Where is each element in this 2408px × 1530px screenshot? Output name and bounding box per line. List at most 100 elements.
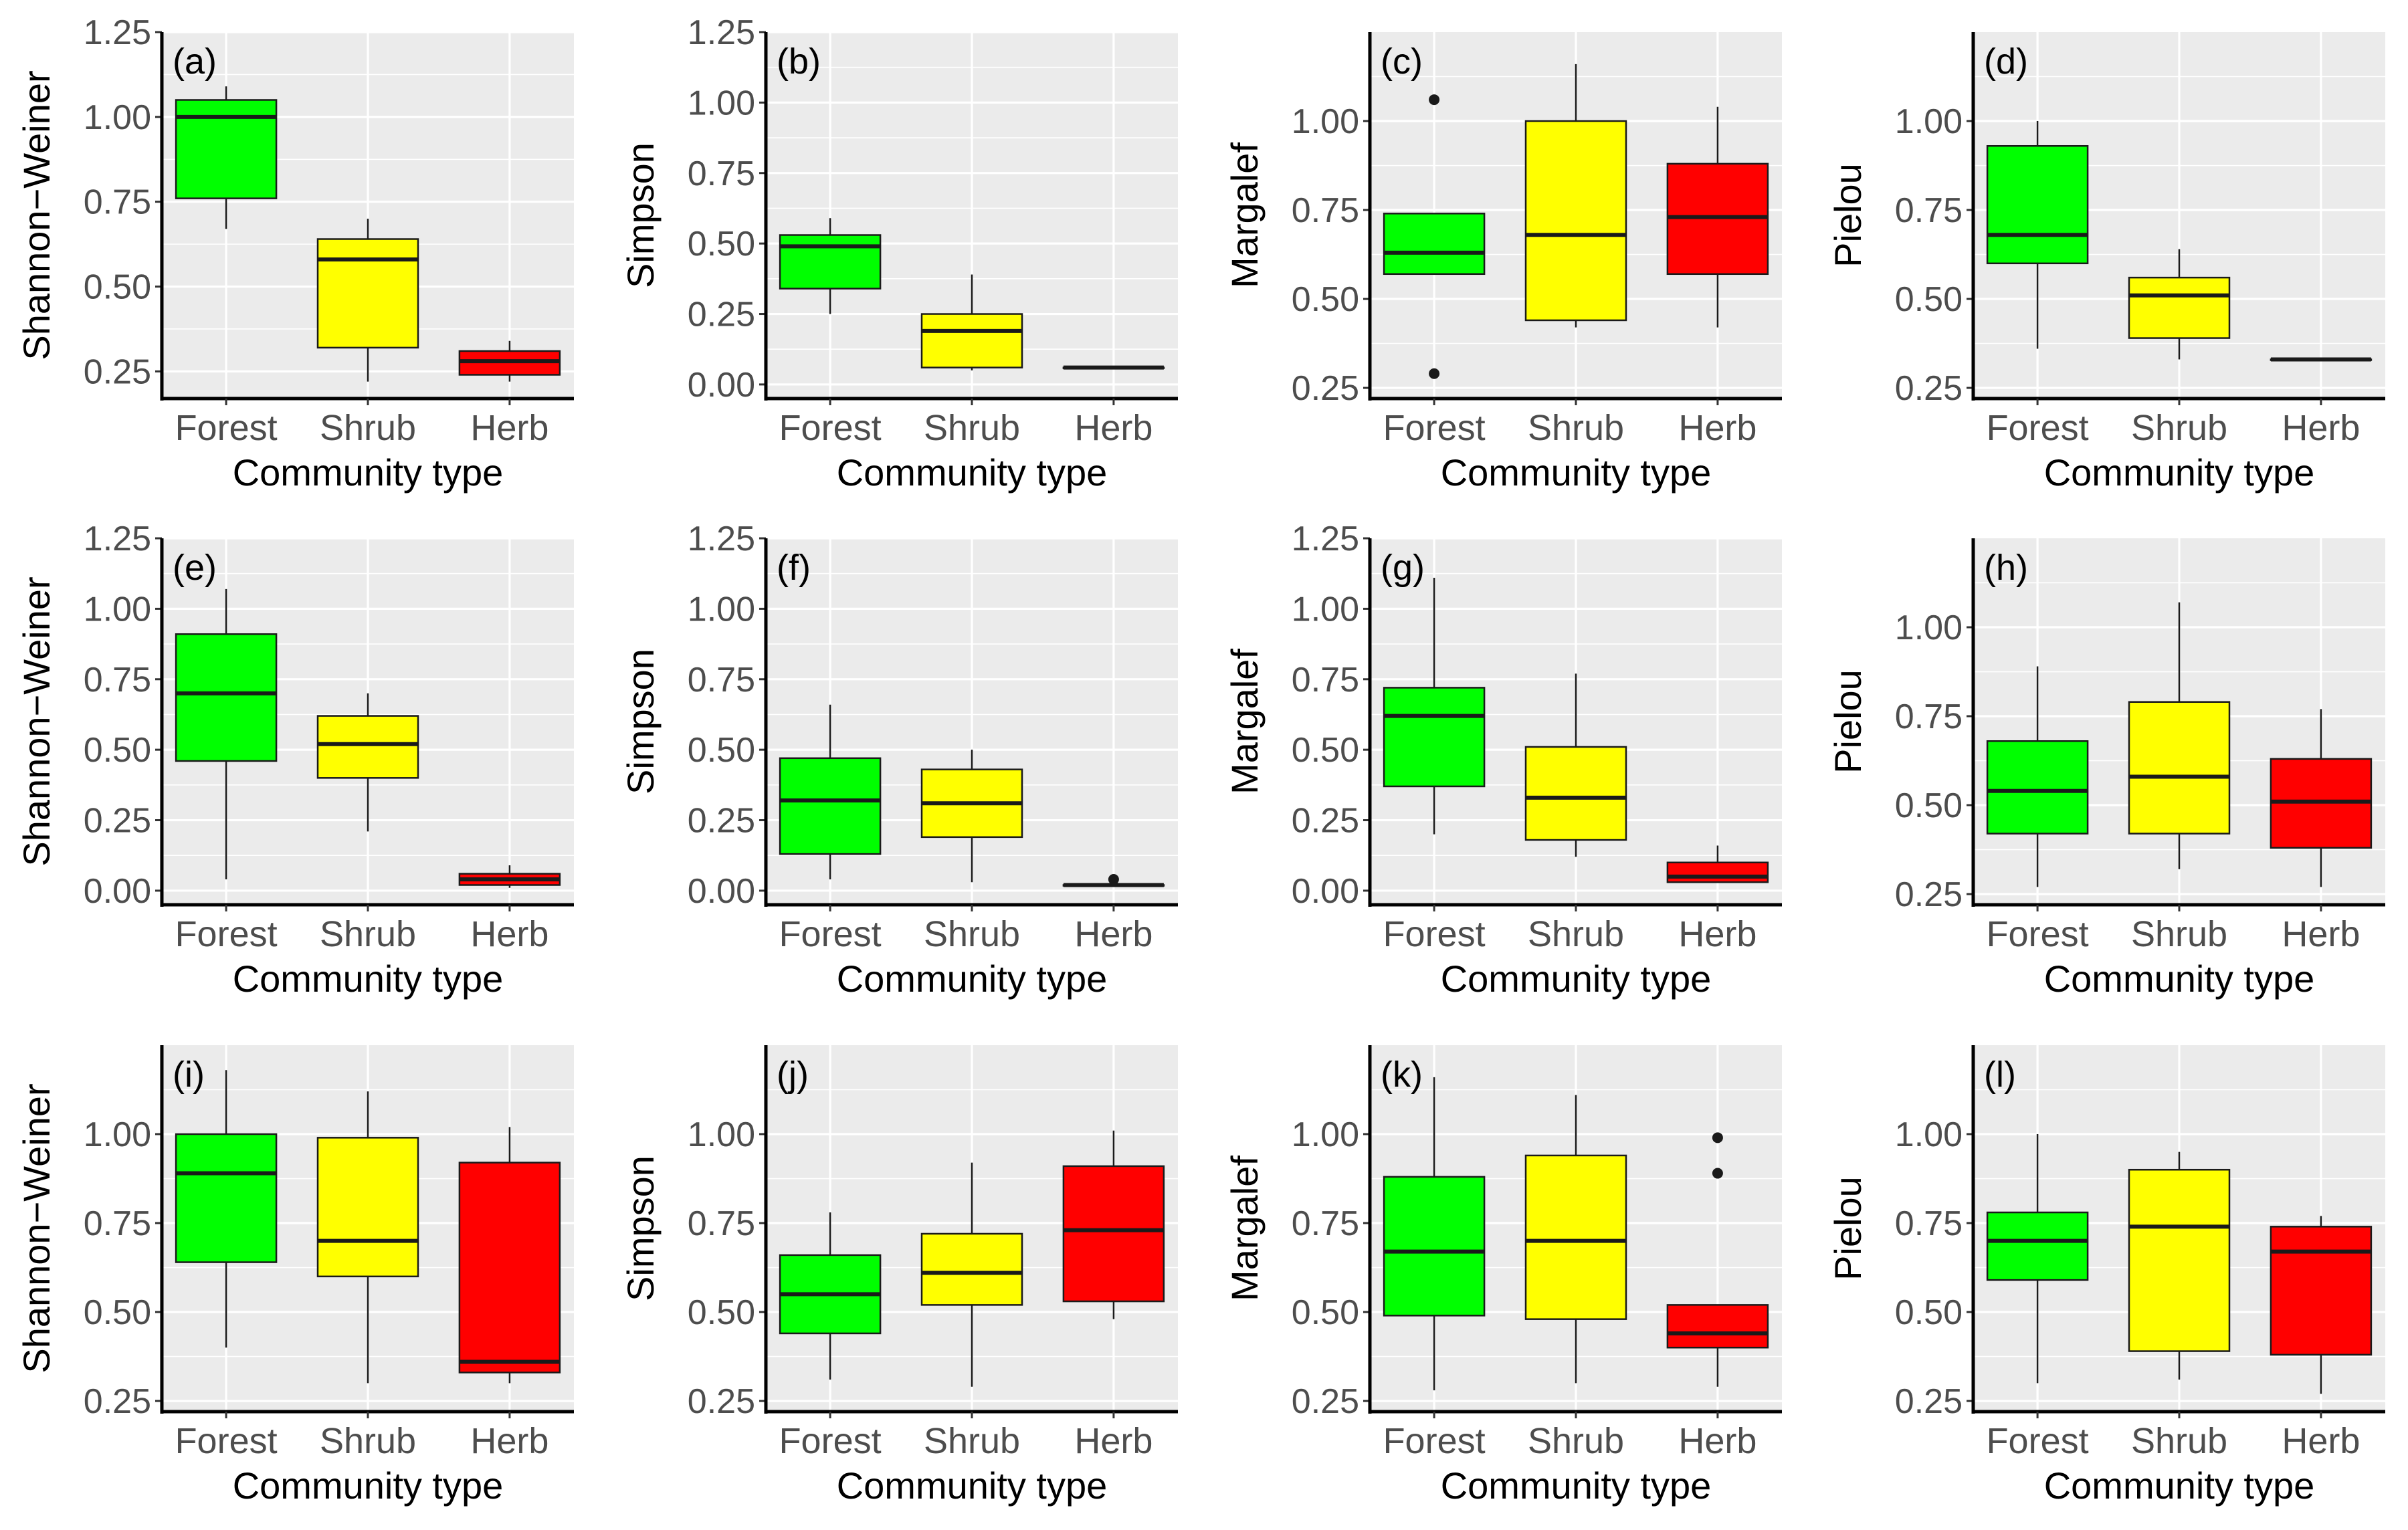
- x-axis-title: Community type: [837, 1464, 1108, 1507]
- box-shrub: [316, 715, 419, 779]
- box-shrub: [920, 313, 1023, 368]
- x-tick-label: Herb: [1678, 408, 1757, 448]
- box-forest: [1383, 687, 1486, 788]
- panel-b: 0.00 0.25 0.50 0.75 1.00 1.25 Forest Shrub HerbC…: [619, 13, 1178, 494]
- y-tick-label: 0.75: [1292, 191, 1359, 230]
- y-tick-label: 0.00: [1292, 872, 1359, 911]
- x-axis-title: Community type: [2044, 958, 2315, 1000]
- x-tick-label: Shrub: [1528, 914, 1624, 954]
- x-axis-title: Community type: [233, 1464, 504, 1507]
- x-tick-label: Forest: [1987, 914, 2089, 954]
- x-tick-label: Herb: [1074, 914, 1152, 954]
- box-forest: [175, 633, 278, 762]
- y-tick-label: 0.25: [688, 1382, 755, 1421]
- panel-g: 0.00 0.25 0.50 0.75 1.00 1.25 Forest Shrub HerbC…: [1223, 520, 1782, 1000]
- x-tick-label: Herb: [2282, 914, 2360, 954]
- y-tick-label: 0.50: [1895, 1293, 1963, 1332]
- box-shrub: [1524, 1154, 1627, 1320]
- x-tick-label: Shrub: [2131, 914, 2227, 954]
- panel-h: 0.25 0.50 0.75 1.00 Forest Shrub HerbCommunity…: [1827, 538, 2385, 1000]
- x-tick-label: Herb: [2282, 1421, 2360, 1461]
- panel-c: 0.25 0.50 0.75 1.00 Forest Shrub HerbCommunity…: [1223, 32, 1782, 494]
- y-tick-label: 0.50: [688, 731, 755, 770]
- y-tick-label: 0.50: [688, 225, 755, 263]
- y-tick-label: 1.25: [688, 520, 755, 558]
- y-tick-label: 0.50: [84, 268, 151, 307]
- x-axis-title: Community type: [1441, 958, 1712, 1000]
- x-tick-label: Herb: [1074, 1421, 1152, 1461]
- x-tick-label: Forest: [779, 914, 882, 954]
- box-shrub: [2128, 701, 2231, 835]
- panel-label: (l): [1984, 1055, 2016, 1095]
- x-tick-label: Shrub: [924, 914, 1020, 954]
- box-shrub: [2128, 276, 2231, 339]
- y-axis-title: Pielou: [1827, 163, 1869, 267]
- y-tick-label: 1.00: [688, 590, 755, 629]
- box-shrub: [1524, 120, 1627, 322]
- box-forest: [175, 99, 278, 199]
- box-herb: [1666, 1304, 1769, 1349]
- y-tick-label: 0.75: [688, 154, 755, 193]
- panel-label: (d): [1984, 41, 2028, 82]
- y-tick-label: 0.75: [84, 183, 151, 222]
- y-tick-label: 1.00: [688, 84, 755, 122]
- panel-label: (a): [173, 41, 217, 82]
- box-forest: [1383, 1176, 1486, 1317]
- x-tick-label: Shrub: [924, 1421, 1020, 1461]
- y-tick-label: 0.00: [84, 872, 151, 911]
- x-axis-title: Community type: [233, 958, 504, 1000]
- y-tick-label: 1.00: [1895, 1115, 1963, 1154]
- box-shrub: [316, 238, 419, 349]
- x-tick-label: Shrub: [1528, 408, 1624, 448]
- box-forest: [779, 234, 882, 290]
- y-tick-label: 0.75: [1292, 1204, 1359, 1243]
- y-axis-title: Shannon−Weiner: [15, 70, 58, 360]
- y-axis-title: Pielou: [1827, 1176, 1869, 1281]
- box-forest: [175, 1133, 278, 1263]
- y-tick-label: 1.00: [1895, 102, 1963, 141]
- x-tick-label: Shrub: [1528, 1421, 1624, 1461]
- y-tick-label: 0.75: [1895, 191, 1963, 230]
- x-tick-label: Forest: [1987, 1421, 2089, 1461]
- y-tick-label: 1.25: [84, 13, 151, 52]
- x-axis-title: Community type: [1441, 451, 1712, 494]
- panel-label: (e): [173, 548, 217, 588]
- x-tick-label: Herb: [1678, 1421, 1757, 1461]
- y-tick-label: 1.00: [688, 1115, 755, 1154]
- y-tick-label: 0.50: [1292, 1293, 1359, 1332]
- y-tick-label: 0.25: [1292, 802, 1359, 841]
- x-tick-label: Shrub: [2131, 408, 2227, 448]
- x-tick-label: Shrub: [320, 914, 416, 954]
- y-tick-label: 0.25: [84, 802, 151, 841]
- y-tick-label: 0.25: [1292, 1382, 1359, 1421]
- y-tick-label: 0.75: [1895, 697, 1963, 736]
- y-axis-title: Simpson: [619, 649, 662, 794]
- y-tick-label: 1.00: [1292, 102, 1359, 141]
- y-tick-label: 0.50: [84, 731, 151, 770]
- y-tick-label: 0.25: [1292, 369, 1359, 408]
- box-shrub: [2128, 1168, 2231, 1352]
- x-tick-label: Herb: [470, 408, 548, 448]
- x-axis-title: Community type: [2044, 451, 2315, 494]
- y-axis-title: Simpson: [619, 142, 662, 288]
- panel-label: (c): [1381, 41, 1423, 82]
- box-shrub: [316, 1137, 419, 1278]
- panel-label: (b): [777, 41, 821, 82]
- x-tick-label: Forest: [779, 1421, 882, 1461]
- y-axis-title: Simpson: [619, 1156, 662, 1301]
- box-forest: [779, 757, 882, 855]
- panel-label: (k): [1381, 1055, 1423, 1095]
- x-tick-label: Forest: [175, 914, 278, 954]
- x-axis-title: Community type: [233, 451, 504, 494]
- x-tick-label: Herb: [470, 914, 548, 954]
- y-tick-label: 1.25: [688, 13, 755, 52]
- y-tick-label: 0.50: [1895, 786, 1963, 825]
- box-herb: [458, 1162, 561, 1374]
- panel-label: (j): [777, 1055, 809, 1095]
- x-tick-label: Shrub: [2131, 1421, 2227, 1461]
- y-tick-label: 0.75: [688, 661, 755, 699]
- panel-d: 0.25 0.50 0.75 1.00 Forest Shrub HerbCommunity…: [1827, 32, 2385, 494]
- y-tick-label: 0.00: [688, 366, 755, 405]
- y-tick-label: 0.50: [688, 1293, 755, 1332]
